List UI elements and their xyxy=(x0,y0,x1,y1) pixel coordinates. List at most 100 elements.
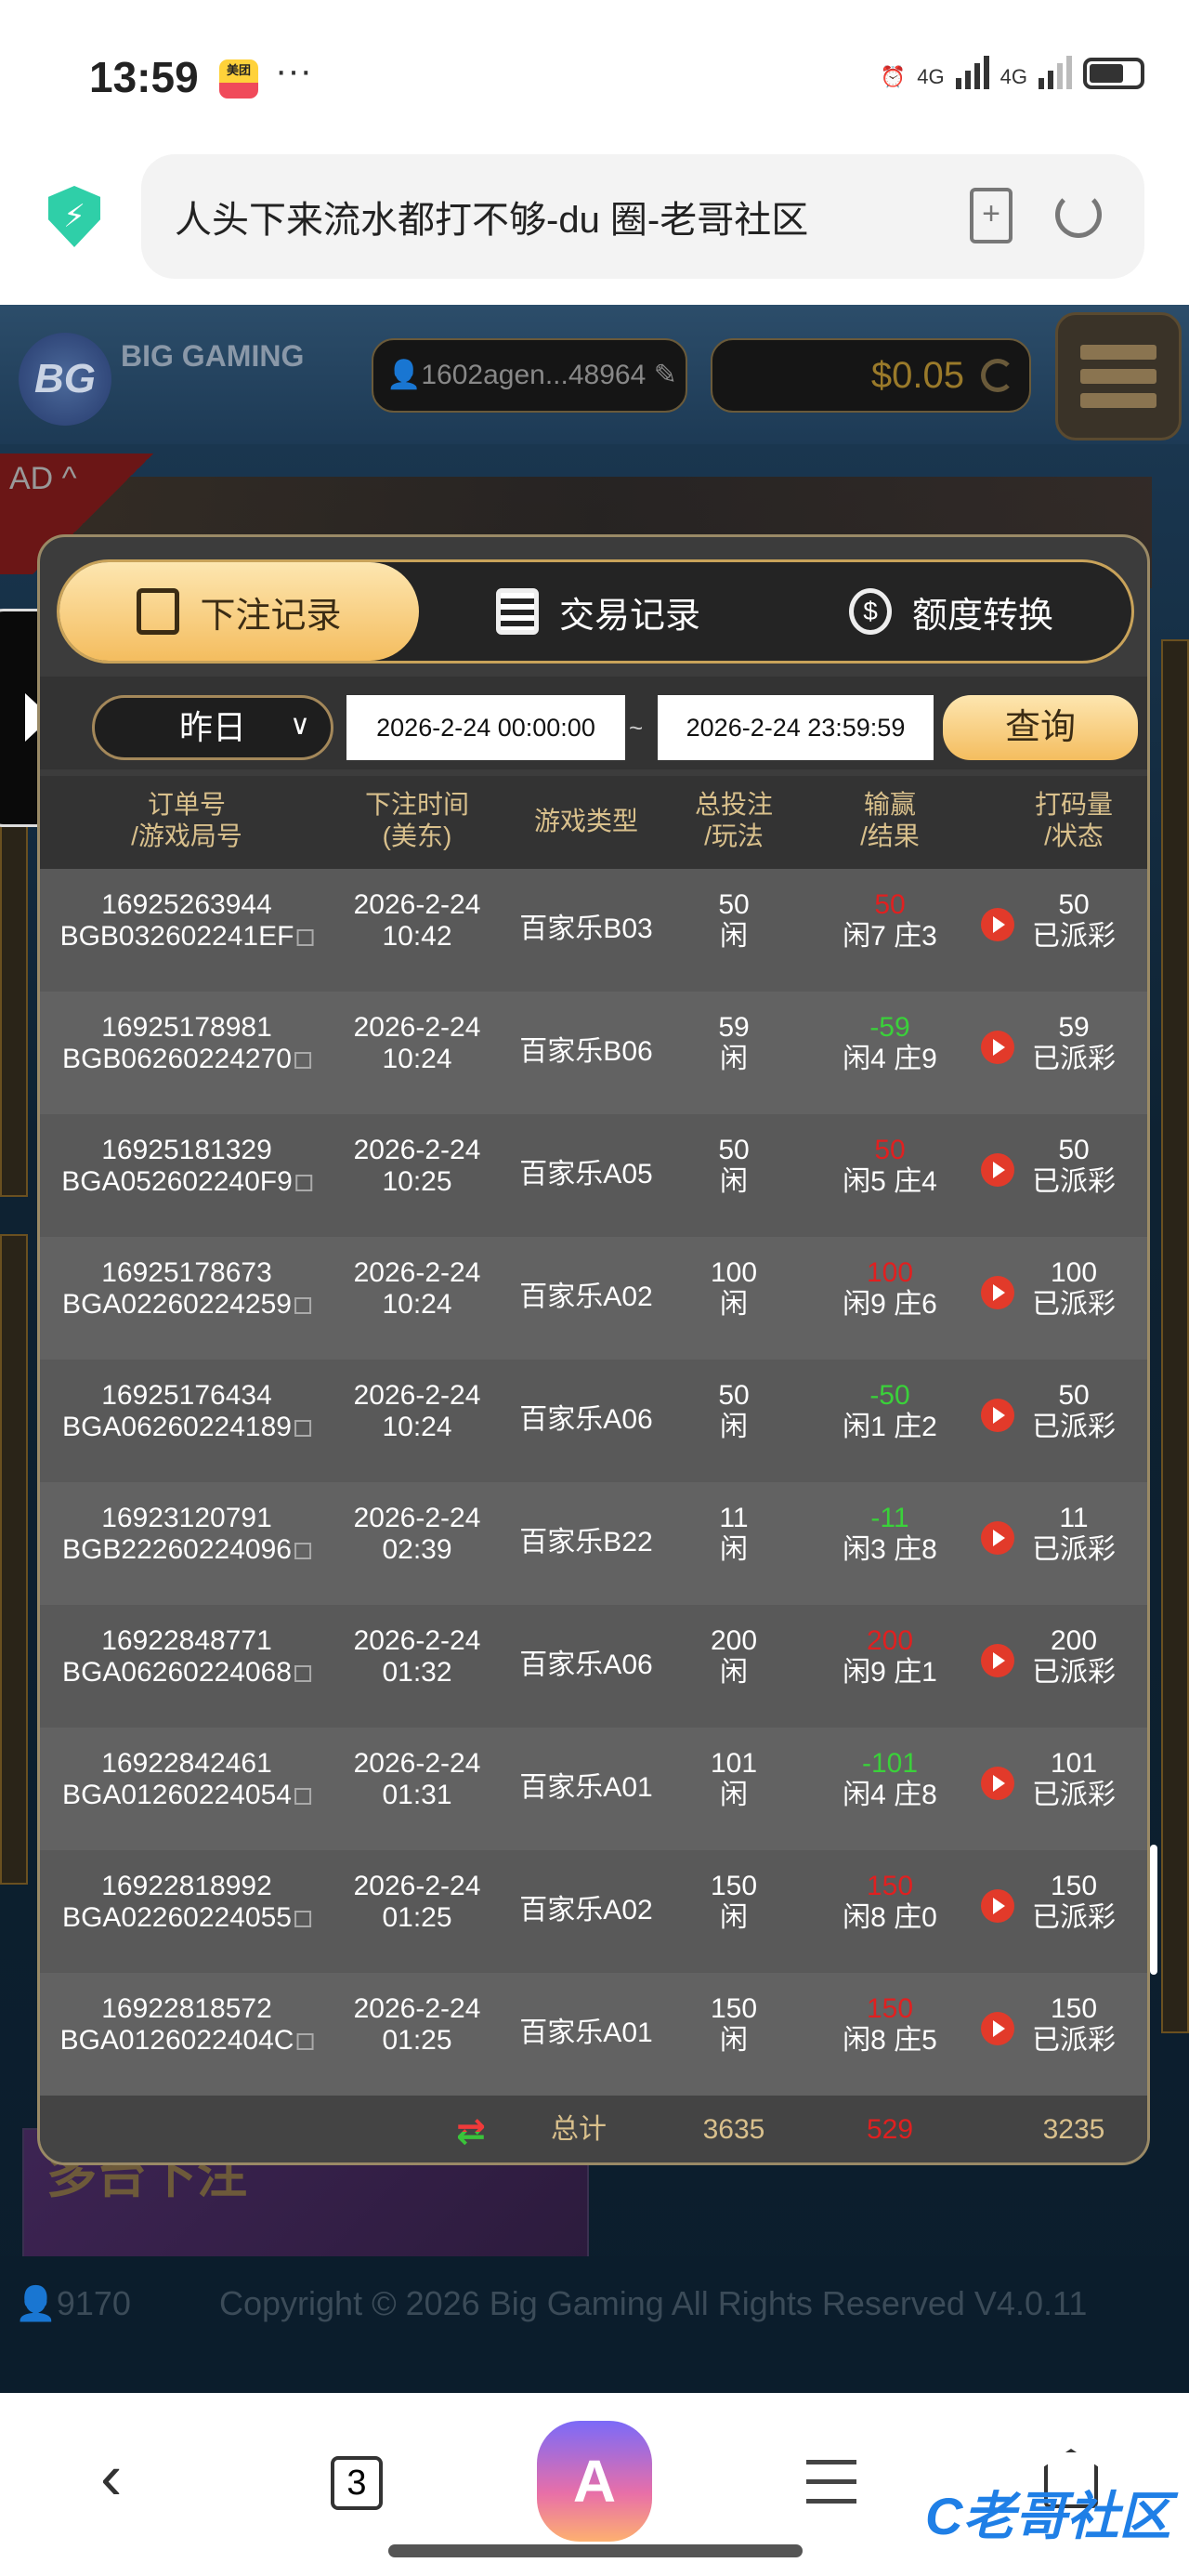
play-replay-icon[interactable] xyxy=(981,2012,1014,2045)
result: 闲1 庄2 xyxy=(843,1412,937,1442)
play-replay-icon[interactable] xyxy=(981,1767,1014,1800)
system-icons: ⏰ 4G 4G xyxy=(881,56,1144,89)
order-number: 16923120791 xyxy=(101,1503,272,1533)
refresh-balance-icon[interactable] xyxy=(981,359,1014,392)
bet-time-cell: 2026-2-24 01:25 xyxy=(354,1871,481,1934)
play-replay-icon[interactable] xyxy=(981,1889,1014,1923)
valid-bet: 150 xyxy=(1050,1871,1098,1901)
tab-transaction-records[interactable]: 交易记录 xyxy=(431,562,765,661)
copy-icon[interactable] xyxy=(294,1788,311,1805)
end-date-input[interactable]: 2026-2-24 23:59:59 xyxy=(658,695,934,760)
ai-assistant-button[interactable]: A xyxy=(537,2421,652,2542)
query-button[interactable]: 查询 xyxy=(943,695,1138,760)
copy-icon[interactable] xyxy=(294,1420,311,1437)
result: 闲4 庄9 xyxy=(843,1044,937,1074)
copy-icon[interactable] xyxy=(294,1665,311,1682)
win-amount: 200 xyxy=(866,1625,914,1656)
tab-label: 交易记录 xyxy=(558,596,700,636)
play-replay-icon[interactable] xyxy=(981,1521,1014,1555)
play-replay-icon[interactable] xyxy=(981,908,1014,941)
play-replay-icon[interactable] xyxy=(981,1153,1014,1187)
reload-icon[interactable] xyxy=(1055,191,1102,238)
result: 闲7 庄3 xyxy=(843,921,937,952)
date-range-select[interactable]: 昨日 ∨ xyxy=(92,695,333,760)
status: 已派彩 xyxy=(1032,1412,1116,1442)
order-cell: 16925263944 BGB032602241EF xyxy=(60,889,314,953)
valid-bet-cell: 200 已派彩 xyxy=(1032,1625,1116,1689)
win-cell: 150 闲8 庄0 xyxy=(843,1871,937,1934)
home-indicator[interactable] xyxy=(388,2544,803,2557)
order-cell: 16925176434 BGA06260224189 xyxy=(62,1380,311,1443)
bet-date: 2026-2-24 xyxy=(353,1257,481,1288)
online-count-value: 9170 xyxy=(56,2284,131,2322)
copy-icon[interactable] xyxy=(294,1543,311,1559)
play-replay-icon[interactable] xyxy=(981,1276,1014,1309)
round-id: BGA0126022404C xyxy=(60,2025,314,2057)
address-bar[interactable]: 人头下来流水都打不够-du 圈-老哥社区 + xyxy=(141,154,1144,279)
add-bookmark-icon[interactable]: + xyxy=(970,188,1013,243)
network-label: 4G xyxy=(917,65,945,88)
game-type: 百家乐A01 xyxy=(519,1772,653,1803)
filter-bar: 昨日 ∨ 2026-2-24 00:00:00 ~ 2026-2-24 23:59… xyxy=(40,677,1147,769)
username-field[interactable]: 👤1602agen...48964 ✎ xyxy=(372,338,687,413)
page-title[interactable]: 人头下来流水都打不够-du 圈-老哥社区 xyxy=(175,200,809,241)
bet-cell: 50 闲 xyxy=(718,889,749,953)
game-card[interactable] xyxy=(1161,639,1189,2033)
table-row: 16925176434 BGA06260224189 2026-2-24 10:24… xyxy=(40,1360,1147,1482)
order-number: 16922848771 xyxy=(101,1625,272,1656)
bet-time-cell: 2026-2-24 10:24 xyxy=(354,1257,481,1321)
copy-icon[interactable] xyxy=(294,1911,311,1927)
tabs-button[interactable]: 3 xyxy=(331,2456,383,2510)
copy-icon[interactable] xyxy=(296,2033,314,2050)
order-cell: 16925178673 BGA02260224259 xyxy=(62,1257,311,1321)
start-date-input[interactable]: 2026-2-24 00:00:00 xyxy=(346,695,625,760)
game-type: 百家乐B03 xyxy=(519,913,653,944)
meituan-notification-icon: 美团 xyxy=(219,59,258,99)
tab-bet-records[interactable]: 下注记录 xyxy=(59,562,419,661)
bet-play: 闲 xyxy=(720,1534,748,1565)
brand-name: BIG GAMING xyxy=(121,339,305,373)
copy-icon[interactable] xyxy=(294,1297,311,1314)
table-row: 16925178981 BGB06260224270 2026-2-24 10:24… xyxy=(40,992,1147,1114)
balance-display: $0.05 xyxy=(711,338,1031,413)
copy-icon[interactable] xyxy=(294,1175,312,1191)
game-card[interactable] xyxy=(0,1234,28,1885)
order-cell: 16922848771 BGA06260224068 xyxy=(62,1625,311,1689)
security-shield-icon[interactable]: ⚡ xyxy=(48,186,100,247)
edit-pencil-icon[interactable]: ✎ xyxy=(646,360,677,390)
calendar-icon xyxy=(137,588,180,635)
bet-amount: 11 xyxy=(719,1503,749,1533)
order-cell: 16922818992 BGA02260224055 xyxy=(62,1871,311,1934)
hamburger-menu-button[interactable] xyxy=(1055,312,1182,440)
bet-time: 10:24 xyxy=(382,1289,452,1320)
win-amount: 150 xyxy=(866,1871,914,1901)
copy-icon[interactable] xyxy=(296,929,314,946)
round-id-text: BGA0126022404C xyxy=(59,2025,294,2056)
valid-bet-cell: 150 已派彩 xyxy=(1032,1993,1116,2057)
play-replay-icon[interactable] xyxy=(981,1399,1014,1432)
game-type: 百家乐A02 xyxy=(519,1281,653,1312)
swap-arrows-icon: ⇄ xyxy=(456,2110,499,2153)
play-replay-icon[interactable] xyxy=(981,1031,1014,1064)
result: 闲8 庄0 xyxy=(843,1902,937,1933)
menu-icon[interactable] xyxy=(806,2460,856,2504)
game-type: 百家乐B22 xyxy=(519,1527,653,1557)
scrollbar[interactable] xyxy=(1150,1845,1157,1975)
tab-credit-transfer[interactable]: $ 额度转换 xyxy=(784,562,1118,661)
back-icon[interactable]: ‹ xyxy=(100,2440,123,2513)
round-id: BGB032602241EF xyxy=(60,921,314,953)
bet-time-cell: 2026-2-24 01:32 xyxy=(354,1625,481,1689)
home-icon[interactable] xyxy=(1044,2449,1098,2508)
order-number: 16925263944 xyxy=(101,889,272,920)
status: 已派彩 xyxy=(1032,1534,1116,1565)
status: 已派彩 xyxy=(1032,1657,1116,1688)
valid-bet-cell: 59 已派彩 xyxy=(1032,1012,1116,1075)
valid-bet: 11 xyxy=(1059,1503,1089,1533)
order-number: 16922842461 xyxy=(101,1748,272,1779)
result: 闲5 庄4 xyxy=(843,1166,937,1197)
bet-amount: 50 xyxy=(718,1135,750,1165)
column-header: 游戏类型 xyxy=(534,806,638,837)
play-replay-icon[interactable] xyxy=(981,1644,1014,1677)
bet-play: 闲 xyxy=(720,1412,748,1442)
copy-icon[interactable] xyxy=(294,1052,311,1069)
